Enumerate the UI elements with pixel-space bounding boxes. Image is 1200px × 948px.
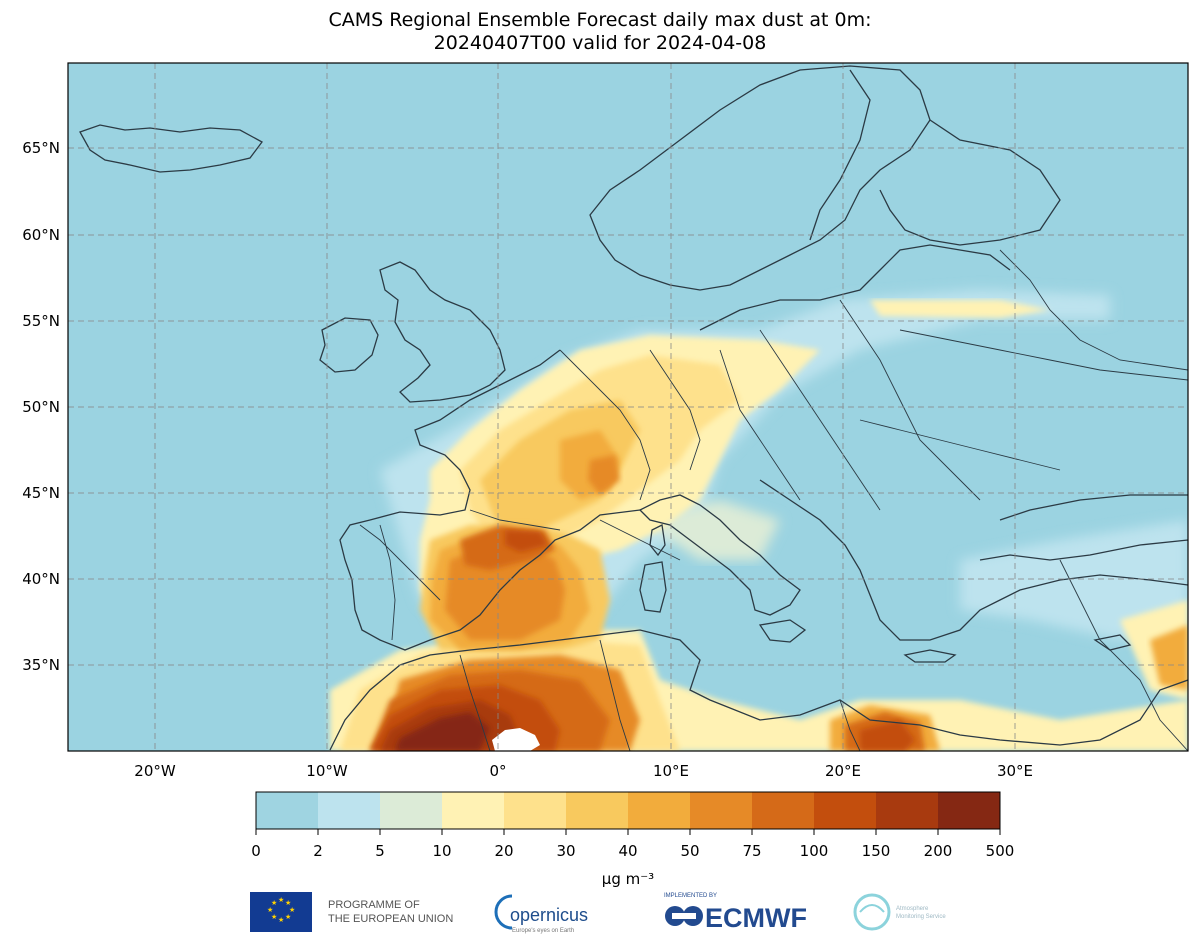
colorbar-cell-11 xyxy=(938,792,1000,829)
lat-tick-60n: 60°N xyxy=(22,226,60,244)
title-line-1: CAMS Regional Ensemble Forecast daily ma… xyxy=(328,9,872,31)
lon-tick-20w: 20°W xyxy=(134,762,176,780)
lon-tick-20e: 20°E xyxy=(825,762,861,780)
lat-tick-65n: 65°N xyxy=(22,139,60,157)
copernicus-subtext: Europe's eyes on Earth xyxy=(512,928,574,934)
eu-programme-text-1: PROGRAMME OF xyxy=(328,899,420,911)
ecmwf-implemented-text: IMPLEMENTED BY xyxy=(664,893,717,899)
title-line-2: 20240407T00 valid for 2024-04-08 xyxy=(433,32,767,54)
cb-tick-100: 100 xyxy=(800,842,829,860)
cb-tick-500: 500 xyxy=(986,842,1015,860)
cb-tick-30: 30 xyxy=(556,842,575,860)
svg-text:★: ★ xyxy=(271,899,277,907)
svg-text:★: ★ xyxy=(285,899,291,907)
lat-tick-35n: 35°N xyxy=(22,656,60,674)
colorbar-unit-label: µg m⁻³ xyxy=(602,870,654,888)
cb-tick-20: 20 xyxy=(494,842,513,860)
lat-tick-55n: 55°N xyxy=(22,312,60,330)
svg-text:★: ★ xyxy=(267,906,273,914)
colorbar-cell-8 xyxy=(752,792,814,829)
colorbar-cell-7 xyxy=(690,792,752,829)
eu-logo: ★ ★★ ★★★ ★★ xyxy=(250,892,312,932)
copernicus-logo: opernicus Europe's eyes on Earth xyxy=(494,894,588,934)
colorbar-cell-10 xyxy=(876,792,938,829)
map-content xyxy=(68,63,1188,751)
lat-tick-45n: 45°N xyxy=(22,484,60,502)
colorbar-cell-6 xyxy=(628,792,690,829)
lon-tick-30e: 30°E xyxy=(997,762,1033,780)
lon-tick-10w: 10°W xyxy=(306,762,348,780)
cb-tick-2: 2 xyxy=(313,842,323,860)
colorbar-cell-9 xyxy=(814,792,876,829)
colorbar-cell-3 xyxy=(442,792,504,829)
lon-tick-0: 0° xyxy=(489,762,506,780)
cb-tick-5: 5 xyxy=(375,842,385,860)
colorbar-ticks xyxy=(255,829,1001,835)
cb-tick-75: 75 xyxy=(742,842,761,860)
copernicus-text: opernicus xyxy=(510,905,588,925)
cb-tick-10: 10 xyxy=(432,842,451,860)
colorbar-cell-1 xyxy=(318,792,380,829)
cb-tick-150: 150 xyxy=(862,842,891,860)
dust-field xyxy=(330,290,1188,751)
colorbar-cell-0 xyxy=(256,792,318,829)
lat-tick-50n: 50°N xyxy=(22,398,60,416)
colorbar-cell-4 xyxy=(504,792,566,829)
svg-text:★: ★ xyxy=(285,913,291,921)
cb-tick-200: 200 xyxy=(924,842,953,860)
colorbar xyxy=(255,791,1001,830)
lat-tick-40n: 40°N xyxy=(22,570,60,588)
gridlines xyxy=(68,63,1188,751)
colorbar-cell-5 xyxy=(566,792,628,829)
svg-text:★: ★ xyxy=(271,913,277,921)
lon-tick-10e: 10°E xyxy=(653,762,689,780)
country-borders xyxy=(359,249,1188,751)
colorbar-cell-2 xyxy=(380,792,442,829)
eu-programme-text-2: THE EUROPEAN UNION xyxy=(328,913,453,925)
svg-text:★: ★ xyxy=(278,916,284,924)
cams-logo: Atmosphere Monitoring Service xyxy=(853,893,946,931)
svg-text:★: ★ xyxy=(278,896,284,904)
svg-text:★: ★ xyxy=(289,906,295,914)
cams-text-2: Monitoring Service xyxy=(896,914,946,920)
cams-text-1: Atmosphere xyxy=(896,906,929,912)
coastlines xyxy=(79,65,1188,751)
cb-tick-40: 40 xyxy=(618,842,637,860)
ecmwf-logo: IMPLEMENTED BY ECMWF xyxy=(664,893,807,933)
map-frame xyxy=(67,62,1189,752)
ecmwf-text: ECMWF xyxy=(705,903,807,933)
cb-tick-50: 50 xyxy=(680,842,699,860)
cb-tick-0: 0 xyxy=(251,842,261,860)
